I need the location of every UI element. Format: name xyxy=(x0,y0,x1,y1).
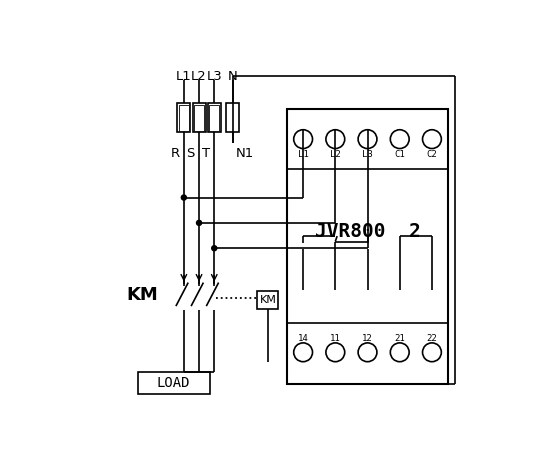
Circle shape xyxy=(326,130,345,149)
Text: KM: KM xyxy=(126,286,158,304)
Bar xyxy=(193,103,206,133)
Bar xyxy=(226,103,239,133)
Bar xyxy=(178,103,190,133)
Bar xyxy=(209,105,220,131)
Text: L1: L1 xyxy=(298,150,309,159)
Circle shape xyxy=(358,343,377,362)
Text: T: T xyxy=(202,147,210,160)
Circle shape xyxy=(390,343,409,362)
Circle shape xyxy=(423,343,441,362)
Circle shape xyxy=(358,130,377,149)
Circle shape xyxy=(181,195,186,200)
Text: 14: 14 xyxy=(298,334,309,343)
Text: LOAD: LOAD xyxy=(157,376,190,390)
Text: 22: 22 xyxy=(427,334,437,343)
Bar xyxy=(287,109,448,384)
Bar xyxy=(138,372,210,394)
Circle shape xyxy=(326,343,345,362)
Text: 21: 21 xyxy=(394,334,405,343)
Text: 12: 12 xyxy=(362,334,373,343)
Circle shape xyxy=(390,130,409,149)
Text: S: S xyxy=(186,147,195,160)
Circle shape xyxy=(293,343,312,362)
Circle shape xyxy=(197,220,202,226)
Text: JVR800  2: JVR800 2 xyxy=(315,222,421,242)
Bar xyxy=(179,105,189,131)
Bar xyxy=(208,103,221,133)
Text: L2: L2 xyxy=(330,150,340,159)
Text: L2: L2 xyxy=(191,70,207,83)
Bar xyxy=(258,291,278,309)
Text: C2: C2 xyxy=(427,150,437,159)
Text: R: R xyxy=(170,147,180,160)
Text: L3: L3 xyxy=(362,150,373,159)
Bar xyxy=(194,105,204,131)
Circle shape xyxy=(293,130,312,149)
Text: N: N xyxy=(228,70,237,83)
Text: L1: L1 xyxy=(176,70,192,83)
Text: KM: KM xyxy=(259,295,276,305)
Circle shape xyxy=(423,130,441,149)
Text: C1: C1 xyxy=(394,150,405,159)
Text: N1: N1 xyxy=(236,147,254,160)
Circle shape xyxy=(212,246,217,251)
Text: L3: L3 xyxy=(207,70,222,83)
Text: 11: 11 xyxy=(330,334,340,343)
